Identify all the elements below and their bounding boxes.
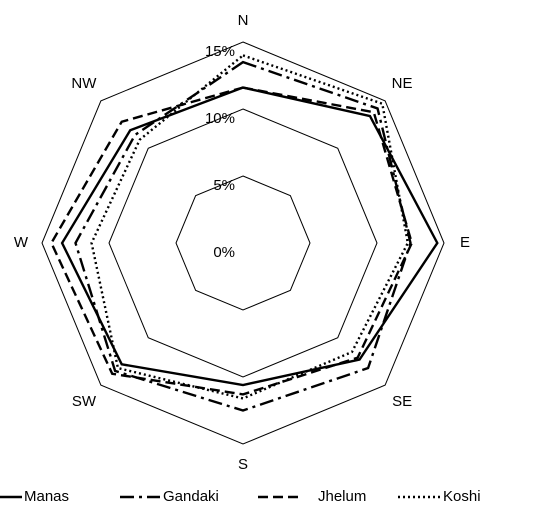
grid-ring bbox=[175, 175, 311, 311]
series-line bbox=[60, 86, 439, 387]
category-label: SE bbox=[392, 393, 412, 410]
legend-label: Jhelum bbox=[318, 488, 366, 505]
category-label: NW bbox=[71, 75, 97, 92]
category-label: N bbox=[238, 12, 249, 29]
category-label: E bbox=[460, 234, 470, 251]
series-line bbox=[50, 86, 414, 396]
category-label: SW bbox=[72, 393, 97, 410]
radial-tick-label: 10% bbox=[205, 110, 235, 127]
radial-tick-label: 15% bbox=[205, 43, 235, 60]
category-label: NE bbox=[392, 75, 413, 92]
radial-tick-label: 5% bbox=[213, 177, 235, 194]
radial-tick-label: 0% bbox=[213, 244, 235, 261]
series-line bbox=[74, 60, 412, 412]
grid-ring bbox=[41, 41, 445, 445]
legend-label: Gandaki bbox=[163, 488, 219, 505]
category-label: S bbox=[238, 456, 248, 473]
series-line bbox=[90, 54, 410, 400]
category-label: W bbox=[14, 234, 29, 251]
legend-label: Koshi bbox=[443, 488, 481, 505]
grid-ring bbox=[108, 108, 378, 378]
legend-label: Manas bbox=[24, 488, 69, 505]
